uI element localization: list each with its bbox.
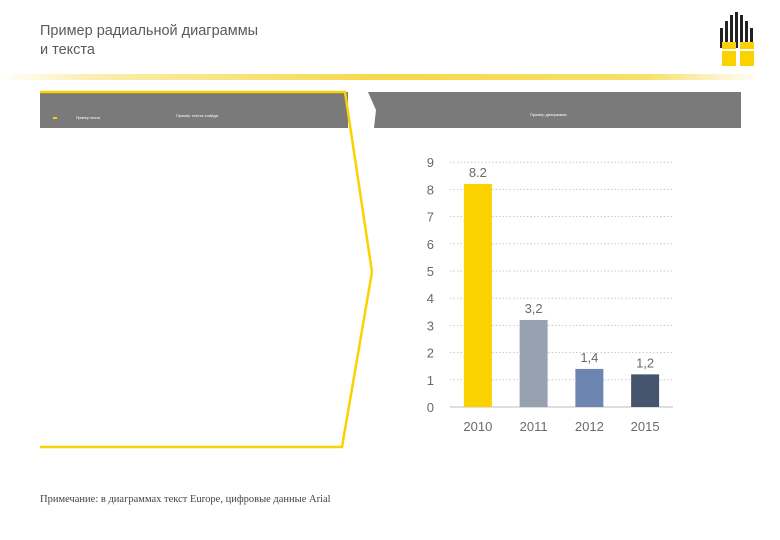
chevron-outline <box>40 90 374 449</box>
bars <box>463 183 660 407</box>
bar-2010 <box>463 183 492 407</box>
x-category-label: 2015 <box>631 419 660 434</box>
right-panel-label: Пример диаграммы <box>530 112 567 117</box>
y-tick-label: 8 <box>427 182 434 197</box>
company-logo <box>720 12 754 66</box>
footnote: Примечание: в диаграммах текст Europe, ц… <box>40 494 331 505</box>
data-label: 3,2 <box>525 301 543 316</box>
y-tick-label: 2 <box>427 346 434 361</box>
bar-2012 <box>575 368 604 407</box>
bullet-marker <box>53 117 57 119</box>
y-tick-label: 6 <box>427 237 434 252</box>
y-tick-label: 9 <box>427 155 434 170</box>
left-panel-header <box>40 92 348 128</box>
header-divider <box>0 74 760 80</box>
y-tick-label: 1 <box>427 373 434 388</box>
bar-2011 <box>519 319 548 407</box>
right-panel-header <box>368 92 741 128</box>
y-tick-label: 5 <box>427 264 434 279</box>
left-panel-sub-text: Пример текста <box>76 116 101 120</box>
data-labels: 8.2 3,2 1,4 1,2 <box>469 165 654 370</box>
y-tick-label: 7 <box>427 210 434 225</box>
y-tick-label: 4 <box>427 291 434 306</box>
data-label: 8.2 <box>469 165 487 180</box>
x-category-label: 2012 <box>575 419 604 434</box>
data-label: 1,4 <box>580 350 598 365</box>
left-panel-label: Пример текста слайда <box>176 113 218 118</box>
y-tick-label: 3 <box>427 318 434 333</box>
data-label: 1,2 <box>636 355 654 370</box>
y-tick-label: 0 <box>427 400 434 415</box>
x-category-label: 2010 <box>463 419 492 434</box>
x-axis-categories: 2010 2011 2012 2015 <box>463 419 659 434</box>
x-category-label: 2011 <box>520 419 548 434</box>
slide-title: Пример радиальной диаграммы и текста <box>40 23 259 58</box>
bar-2015 <box>631 374 660 407</box>
y-axis-ticks: 0 1 2 3 4 5 6 7 8 9 <box>427 155 434 415</box>
